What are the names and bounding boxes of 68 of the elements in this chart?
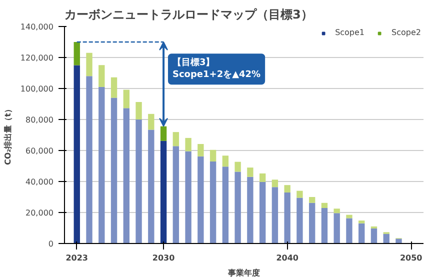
bar [210, 162, 216, 244]
x-tick-label: 2023 [66, 254, 88, 262]
bar [148, 130, 154, 244]
y-tick-label: 80,000 [26, 116, 54, 124]
bar [334, 213, 340, 244]
bar [308, 202, 316, 244]
bar [74, 65, 80, 244]
bar [259, 182, 266, 244]
bar [259, 173, 266, 182]
y-tick-label: 100,000 [20, 84, 54, 94]
x-tick-label: 2040 [276, 254, 299, 262]
bar [136, 102, 142, 120]
bar [321, 208, 328, 244]
bar [296, 198, 303, 244]
bar [198, 156, 204, 244]
bar [396, 238, 402, 244]
bar [74, 42, 80, 66]
bar [172, 132, 180, 146]
bar [284, 192, 290, 244]
bar [346, 218, 352, 244]
y-tick-label: 20,000 [26, 208, 54, 218]
bar [160, 140, 167, 244]
bar [185, 151, 192, 244]
bar [321, 202, 328, 208]
bar [198, 144, 204, 156]
bar [247, 168, 254, 177]
bar [247, 176, 254, 244]
bar [98, 86, 105, 244]
bar [110, 77, 118, 98]
bar [148, 114, 154, 130]
bar [86, 52, 92, 76]
bar [358, 220, 365, 224]
y-tick-label: 0 [48, 240, 54, 248]
bar [308, 197, 316, 203]
bar [234, 162, 241, 172]
bar [383, 234, 390, 244]
bar [222, 166, 229, 244]
bar [334, 208, 340, 214]
bar [272, 187, 278, 244]
bar [272, 180, 278, 188]
y-tick-label: 60,000 [26, 146, 54, 156]
y-axis-title: CO₂排出量（t） [3, 105, 12, 165]
bar [346, 214, 352, 218]
y-tick-label: 40,000 [26, 178, 54, 186]
x-axis-title: 事業年度 [227, 268, 260, 278]
x-tick-label: 2050 [400, 254, 423, 262]
bar [172, 146, 180, 244]
bar [86, 76, 92, 244]
bar [284, 185, 290, 193]
y-tick-label: 120,000 [20, 54, 54, 62]
legend-label: Scope1 [335, 28, 365, 37]
bar [136, 120, 142, 244]
bar [210, 150, 216, 162]
x-tick-label: 2030 [152, 254, 176, 262]
bar [98, 65, 105, 87]
bar [234, 172, 241, 244]
bar [185, 138, 192, 152]
legend-label: Scope2 [392, 28, 421, 37]
annotation: 【目標3】 Scope1+2を▲42% [172, 57, 261, 80]
bar [110, 98, 118, 244]
bar [296, 190, 303, 198]
bar [123, 90, 130, 108]
bar [358, 223, 365, 244]
bar [370, 228, 378, 244]
chart-title: カーボンニュートラルロードマップ（目標3） [64, 8, 313, 22]
bar [222, 156, 229, 167]
bar [123, 108, 130, 244]
y-tick-label: 140,000 [20, 22, 54, 32]
